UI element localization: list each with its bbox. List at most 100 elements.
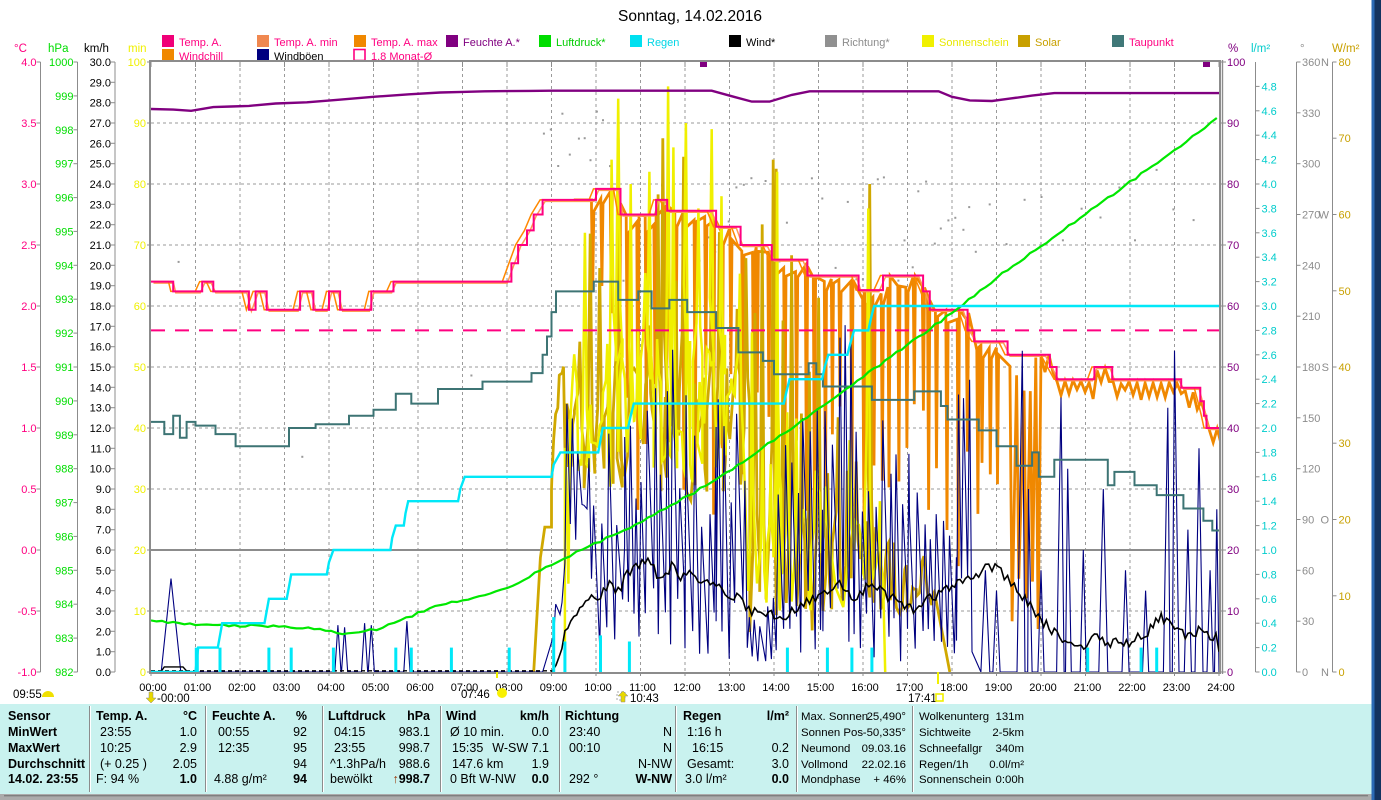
svg-text:1.0: 1.0 (21, 423, 36, 435)
svg-text:986: 986 (55, 531, 73, 543)
svg-text:23:00: 23:00 (1163, 682, 1191, 694)
svg-text:984: 984 (55, 599, 73, 611)
svg-text:995: 995 (55, 226, 73, 238)
svg-text:8.0: 8.0 (96, 504, 111, 516)
svg-text:24.0: 24.0 (90, 179, 111, 191)
svg-text:Richtung*: Richtung* (842, 37, 890, 49)
svg-text:Solar: Solar (1035, 37, 1061, 49)
svg-text:40: 40 (1339, 362, 1351, 374)
svg-text:Ø 10 min.: Ø 10 min. (450, 725, 504, 739)
svg-text:km/h: km/h (520, 709, 549, 723)
svg-text:Regen/1h: Regen/1h (919, 759, 968, 771)
svg-text:MaxWert: MaxWert (8, 741, 61, 755)
svg-text:94: 94 (293, 772, 307, 786)
svg-text:Regen: Regen (647, 37, 679, 49)
svg-text:°C: °C (183, 709, 197, 723)
svg-text:70: 70 (1227, 240, 1239, 252)
svg-text:60: 60 (1227, 301, 1239, 313)
svg-text:0.0: 0.0 (21, 545, 36, 557)
svg-text:14.0: 14.0 (90, 382, 111, 394)
svg-text:2.8: 2.8 (1262, 325, 1277, 337)
svg-text:00:55: 00:55 (218, 725, 249, 739)
svg-text:N: N (1321, 57, 1329, 69)
svg-text:40: 40 (134, 423, 146, 435)
svg-text:3.0: 3.0 (772, 757, 789, 771)
svg-text:05:00: 05:00 (362, 682, 390, 694)
svg-text:20: 20 (134, 545, 146, 557)
svg-text:23:40: 23:40 (569, 725, 600, 739)
svg-text:983.1: 983.1 (399, 725, 430, 739)
svg-text:Sonntag, 14.02.2016: Sonntag, 14.02.2016 (618, 8, 762, 25)
svg-text:0.2: 0.2 (772, 741, 789, 755)
svg-text:120: 120 (1302, 464, 1320, 476)
svg-text:0.0: 0.0 (532, 725, 549, 739)
svg-text:3.0 l/m²: 3.0 l/m² (685, 772, 727, 786)
svg-text:6.0: 6.0 (96, 545, 111, 557)
svg-text:10:43: 10:43 (630, 693, 659, 705)
svg-text:1.8: 1.8 (1262, 447, 1277, 459)
svg-text:^1.3hPa/h: ^1.3hPa/h (330, 757, 386, 771)
svg-text:0.0: 0.0 (532, 772, 549, 786)
svg-text:10: 10 (134, 606, 146, 618)
svg-text:10:25: 10:25 (100, 741, 131, 755)
svg-text:28.0: 28.0 (90, 98, 111, 110)
svg-text:Sonnenschein: Sonnenschein (919, 774, 991, 786)
svg-text:991: 991 (55, 362, 73, 374)
svg-text:W/m²: W/m² (1332, 43, 1360, 55)
svg-text:988.6: 988.6 (399, 757, 430, 771)
svg-text:12:00: 12:00 (673, 682, 701, 694)
svg-text:240: 240 (1302, 260, 1320, 272)
svg-text:0.0: 0.0 (96, 667, 111, 679)
svg-text:292 °: 292 ° (569, 772, 598, 786)
svg-text:1:16 h: 1:16 h (687, 725, 722, 739)
svg-text:80: 80 (1227, 179, 1239, 191)
svg-text:min: min (128, 43, 147, 55)
svg-text:18:00: 18:00 (940, 682, 968, 694)
svg-text:Mondphase: Mondphase (801, 774, 861, 786)
svg-text:06:00: 06:00 (406, 682, 434, 694)
svg-text:N: N (1321, 667, 1329, 679)
svg-text:10.0: 10.0 (90, 464, 111, 476)
svg-text:km/h: km/h (84, 43, 109, 55)
svg-text:0: 0 (1302, 667, 1308, 679)
svg-text:1.2: 1.2 (1262, 521, 1277, 533)
svg-text:270: 270 (1302, 210, 1320, 222)
svg-text:3.0: 3.0 (1262, 301, 1277, 313)
svg-text:147.6 km: 147.6 km (452, 757, 503, 771)
svg-text:2-5km: 2-5km (992, 727, 1024, 739)
svg-text:150: 150 (1302, 413, 1320, 425)
svg-text:11:00: 11:00 (629, 682, 656, 694)
svg-text:985: 985 (55, 565, 73, 577)
svg-text:23:55: 23:55 (100, 725, 131, 739)
svg-text:5.0: 5.0 (96, 565, 111, 577)
svg-text:30.0: 30.0 (90, 57, 111, 69)
svg-text:1.0: 1.0 (1262, 545, 1277, 557)
svg-text:07:46: 07:46 (461, 689, 490, 701)
svg-text:60: 60 (1339, 210, 1351, 222)
svg-text:hPa: hPa (407, 709, 431, 723)
svg-text:01:00: 01:00 (184, 682, 212, 694)
svg-text:0: 0 (140, 667, 146, 679)
svg-text:Max. Sonnen: Max. Sonnen (801, 711, 868, 723)
svg-text:↑998.7: ↑998.7 (392, 772, 430, 786)
svg-text:04:00: 04:00 (317, 682, 345, 694)
svg-text:15:00: 15:00 (807, 682, 835, 694)
svg-text:-00:00: -00:00 (157, 693, 190, 705)
svg-text:+ 46%: + 46% (873, 774, 906, 786)
svg-text:29.0: 29.0 (90, 77, 111, 89)
svg-text:S: S (1322, 362, 1329, 374)
svg-text:09:55: 09:55 (13, 689, 42, 701)
svg-text:4.0: 4.0 (96, 586, 111, 598)
svg-text:bewölkt: bewölkt (330, 772, 373, 786)
svg-text:2.0: 2.0 (21, 301, 36, 313)
svg-text:F: 94 %: F: 94 % (96, 772, 139, 786)
svg-text:Wind: Wind (446, 709, 476, 723)
svg-text:Feuchte A.*: Feuchte A.* (463, 37, 521, 49)
svg-text:22.02.16: 22.02.16 (862, 759, 906, 771)
svg-text:12:35: 12:35 (218, 741, 249, 755)
svg-text:Wind*: Wind* (746, 37, 776, 49)
svg-text:Richtung: Richtung (565, 709, 619, 723)
svg-text:0.5: 0.5 (21, 484, 36, 496)
svg-text:1.6: 1.6 (1262, 472, 1277, 484)
svg-text:07:00: 07:00 (451, 682, 479, 694)
